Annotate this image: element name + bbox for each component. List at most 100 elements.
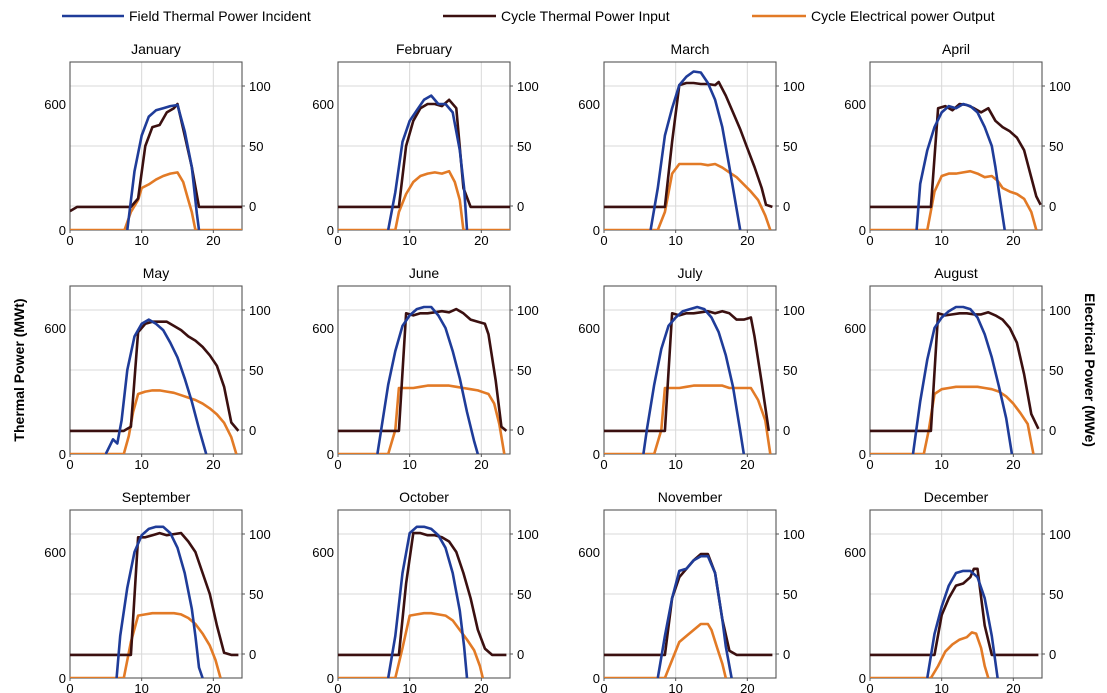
x-tick-label: 10 bbox=[402, 233, 416, 248]
x-tick-label: 20 bbox=[1006, 681, 1020, 693]
y-left-tick-label: 0 bbox=[327, 223, 334, 238]
legend-label-field: Field Thermal Power Incident bbox=[129, 8, 311, 24]
series-line-input bbox=[870, 310, 1040, 433]
series-line-output bbox=[70, 611, 222, 678]
legend-item-output: Cycle Electrical power Output bbox=[752, 8, 995, 24]
series-line-input bbox=[338, 307, 508, 433]
y-right-tick-label: 50 bbox=[783, 587, 797, 602]
y-right-tick-label: 50 bbox=[249, 587, 263, 602]
panel-title: August bbox=[934, 265, 978, 281]
series-line-field bbox=[926, 569, 999, 678]
legend: Field Thermal Power Incident Cycle Therm… bbox=[62, 8, 995, 24]
x-tick-label: 0 bbox=[334, 233, 341, 248]
x-tick-label: 20 bbox=[740, 681, 754, 693]
y-left-tick-label: 0 bbox=[859, 671, 866, 686]
y-left-tick-label: 0 bbox=[327, 671, 334, 686]
series-line-field bbox=[386, 94, 469, 230]
y-right-tick-label: 50 bbox=[249, 139, 263, 154]
left-axis-label: Thermal Power (MWt) bbox=[11, 298, 27, 441]
y-left-tick-label: 0 bbox=[59, 223, 66, 238]
x-tick-label: 0 bbox=[866, 681, 873, 693]
y-right-tick-label: 100 bbox=[1049, 303, 1071, 318]
y-right-tick-label: 50 bbox=[517, 139, 531, 154]
series-line-output bbox=[338, 384, 506, 454]
y-left-tick-label: 0 bbox=[859, 447, 866, 462]
series-line-input bbox=[338, 98, 510, 209]
y-left-tick-label: 600 bbox=[578, 545, 600, 560]
series-line-field bbox=[915, 102, 1006, 230]
series-line-input bbox=[604, 309, 771, 433]
panel-title: April bbox=[942, 41, 970, 57]
y-left-tick-label: 600 bbox=[312, 321, 334, 336]
y-right-tick-label: 0 bbox=[517, 647, 524, 662]
legend-item-input: Cycle Thermal Power Input bbox=[443, 8, 670, 24]
panel-march: March 0 10 20 0 600 0 50 100 bbox=[578, 41, 804, 248]
x-tick-label: 10 bbox=[402, 681, 416, 693]
series-line-output bbox=[604, 162, 772, 230]
series-line-input bbox=[338, 531, 507, 657]
y-right-tick-label: 100 bbox=[783, 303, 805, 318]
series-line-input bbox=[870, 102, 1042, 209]
y-right-tick-label: 50 bbox=[517, 587, 531, 602]
x-tick-label: 10 bbox=[934, 681, 948, 693]
series-line-output bbox=[870, 385, 1035, 454]
series-line-input bbox=[870, 567, 1039, 657]
x-tick-label: 10 bbox=[934, 233, 948, 248]
series-line-input bbox=[70, 531, 239, 657]
y-left-tick-label: 600 bbox=[44, 97, 66, 112]
panel-title: July bbox=[678, 265, 703, 281]
x-tick-label: 10 bbox=[668, 457, 682, 472]
series-line-output bbox=[70, 171, 242, 230]
panel-title: September bbox=[122, 489, 191, 505]
series-line-output bbox=[870, 169, 1038, 230]
y-left-tick-label: 600 bbox=[44, 321, 66, 336]
y-left-tick-label: 600 bbox=[844, 321, 866, 336]
y-left-tick-label: 0 bbox=[327, 447, 334, 462]
x-tick-label: 20 bbox=[474, 233, 488, 248]
x-tick-label: 0 bbox=[66, 681, 73, 693]
panel-september: September 0 10 20 0 600 0 50 100 bbox=[44, 489, 270, 693]
panel-october: October 0 10 20 0 600 0 50 100 bbox=[312, 489, 538, 693]
y-right-tick-label: 50 bbox=[517, 363, 531, 378]
x-tick-label: 10 bbox=[402, 457, 416, 472]
x-tick-label: 10 bbox=[134, 457, 148, 472]
y-right-tick-label: 0 bbox=[783, 423, 790, 438]
legend-label-output: Cycle Electrical power Output bbox=[811, 8, 995, 24]
panel-title: December bbox=[924, 489, 989, 505]
y-right-tick-label: 0 bbox=[249, 199, 256, 214]
x-tick-label: 0 bbox=[866, 233, 873, 248]
panel-january: January 0 10 20 0 600 0 50 100 bbox=[44, 41, 270, 248]
panel-august: August 0 10 20 0 600 0 50 100 bbox=[844, 265, 1070, 472]
series-line-field bbox=[126, 103, 201, 230]
y-left-tick-label: 600 bbox=[578, 321, 600, 336]
x-tick-label: 20 bbox=[740, 233, 754, 248]
x-tick-label: 20 bbox=[474, 457, 488, 472]
y-right-tick-label: 0 bbox=[249, 647, 256, 662]
y-left-tick-label: 0 bbox=[859, 223, 866, 238]
x-tick-label: 20 bbox=[740, 457, 754, 472]
panel-december: December 0 10 20 0 600 0 50 100 bbox=[844, 489, 1070, 693]
x-tick-label: 0 bbox=[600, 457, 607, 472]
y-right-tick-label: 100 bbox=[249, 79, 271, 94]
panel-april: April 0 10 20 0 600 0 50 100 bbox=[844, 41, 1070, 248]
x-tick-label: 10 bbox=[934, 457, 948, 472]
panel-july: July 0 10 20 0 600 0 50 100 bbox=[578, 265, 804, 472]
y-right-tick-label: 100 bbox=[517, 79, 539, 94]
panel-title: October bbox=[399, 489, 449, 505]
y-right-tick-label: 50 bbox=[783, 363, 797, 378]
y-left-tick-label: 0 bbox=[59, 447, 66, 462]
series-line-field bbox=[115, 525, 204, 678]
y-left-tick-label: 0 bbox=[59, 671, 66, 686]
y-left-tick-label: 600 bbox=[844, 545, 866, 560]
y-right-tick-label: 100 bbox=[249, 303, 271, 318]
y-right-tick-label: 50 bbox=[249, 363, 263, 378]
x-tick-label: 0 bbox=[66, 457, 73, 472]
y-right-tick-label: 50 bbox=[1049, 363, 1063, 378]
series-line-input bbox=[70, 320, 240, 433]
x-tick-label: 20 bbox=[206, 457, 220, 472]
y-right-tick-label: 100 bbox=[517, 303, 539, 318]
series-line-field bbox=[386, 525, 469, 678]
x-tick-label: 0 bbox=[334, 457, 341, 472]
panel-title: January bbox=[131, 41, 181, 57]
